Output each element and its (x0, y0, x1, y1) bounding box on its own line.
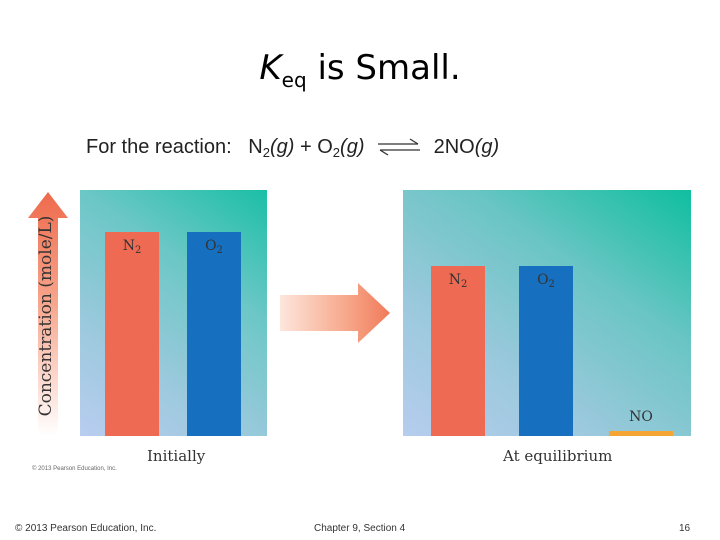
reactant-n2-state: (g) (269, 136, 295, 158)
bar-label-o2: O2 (205, 238, 223, 256)
footer-chapter: Chapter 9, Section 4 (314, 523, 406, 534)
bar-label-no: NO (629, 409, 653, 425)
image-credit: © 2013 Pearson Education, Inc. (32, 466, 117, 472)
bar-label-n2: N2 (448, 272, 468, 290)
reaction-prefix: For the reaction: (86, 136, 232, 158)
bar-o2-equilibrium: O2 (519, 266, 573, 436)
footer-page-number: 16 (679, 523, 691, 534)
reactant-o2-state: (g) (340, 136, 365, 158)
bar-label-n2: N2 (122, 238, 142, 256)
x-label-equilibrium: At equilibrium (503, 447, 613, 465)
bar-n2-initially: N2 (105, 232, 159, 436)
bar-o2-initially: O2 (187, 232, 241, 436)
equilibrium-arrow-icon (378, 138, 421, 156)
product-no-state: (g) (474, 136, 500, 158)
bar-label-o2: O2 (537, 272, 555, 290)
chart-panel-initially: N2 O2 (80, 190, 267, 436)
reactant-o2-sub: 2 (332, 145, 341, 160)
reactant-n2: N (248, 136, 263, 158)
bar-n2-equilibrium: N2 (431, 266, 485, 436)
bar-no-equilibrium (609, 431, 673, 436)
reaction-equation: For the reaction: N2(g) + O2(g) 2NO(g) (86, 133, 499, 167)
title-k: K (259, 48, 282, 88)
reactant-n2-sub: 2 (262, 145, 270, 160)
reactant-o2: O (317, 136, 333, 158)
title-k-subscript: eq (281, 68, 307, 92)
product-no: 2NO (433, 136, 475, 158)
y-axis-label: Concentration (mole/L) (36, 215, 56, 417)
footer-copyright: © 2013 Pearson Education, Inc. (15, 523, 157, 534)
y-axis-arrow-icon (28, 192, 68, 436)
transition-arrow-icon (280, 283, 390, 343)
slide-title: Keq is Small. (0, 44, 720, 104)
x-label-initially: Initially (147, 447, 206, 465)
chart-panel-equilibrium: N2 O2 NO (403, 190, 691, 436)
title-rest: is Small. (306, 48, 461, 88)
plus-sign: + (294, 136, 318, 158)
